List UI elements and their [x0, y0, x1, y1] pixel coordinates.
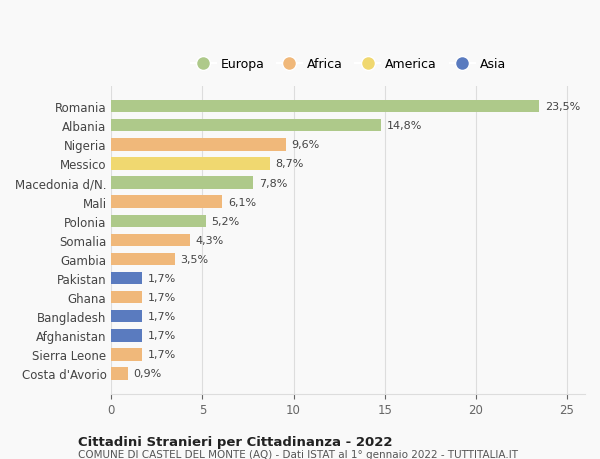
Bar — [112, 177, 253, 190]
Bar — [112, 291, 142, 304]
Text: 1,7%: 1,7% — [148, 274, 176, 283]
Bar — [112, 101, 539, 113]
Text: 5,2%: 5,2% — [212, 216, 240, 226]
Text: 8,7%: 8,7% — [275, 159, 304, 169]
Text: 1,7%: 1,7% — [148, 330, 176, 341]
Bar — [112, 139, 286, 151]
Text: 9,6%: 9,6% — [292, 140, 320, 150]
Bar — [112, 348, 142, 361]
Text: 6,1%: 6,1% — [228, 197, 256, 207]
Bar — [112, 253, 175, 266]
Bar — [112, 120, 381, 132]
Text: 0,9%: 0,9% — [133, 369, 161, 379]
Text: 4,3%: 4,3% — [195, 235, 223, 245]
Text: COMUNE DI CASTEL DEL MONTE (AQ) - Dati ISTAT al 1° gennaio 2022 - TUTTITALIA.IT: COMUNE DI CASTEL DEL MONTE (AQ) - Dati I… — [78, 449, 518, 459]
Text: 14,8%: 14,8% — [386, 121, 422, 131]
Bar — [112, 272, 142, 285]
Bar — [112, 368, 128, 380]
Text: 1,7%: 1,7% — [148, 292, 176, 302]
Text: 7,8%: 7,8% — [259, 178, 287, 188]
Bar — [112, 158, 270, 170]
Text: 3,5%: 3,5% — [181, 254, 209, 264]
Bar — [112, 215, 206, 228]
Legend: Europa, Africa, America, Asia: Europa, Africa, America, Asia — [185, 53, 511, 76]
Text: 1,7%: 1,7% — [148, 350, 176, 359]
Text: 23,5%: 23,5% — [545, 102, 580, 112]
Bar — [112, 310, 142, 323]
Bar — [112, 196, 223, 208]
Text: Cittadini Stranieri per Cittadinanza - 2022: Cittadini Stranieri per Cittadinanza - 2… — [78, 435, 392, 448]
Bar — [112, 330, 142, 342]
Bar — [112, 234, 190, 246]
Text: 1,7%: 1,7% — [148, 312, 176, 321]
